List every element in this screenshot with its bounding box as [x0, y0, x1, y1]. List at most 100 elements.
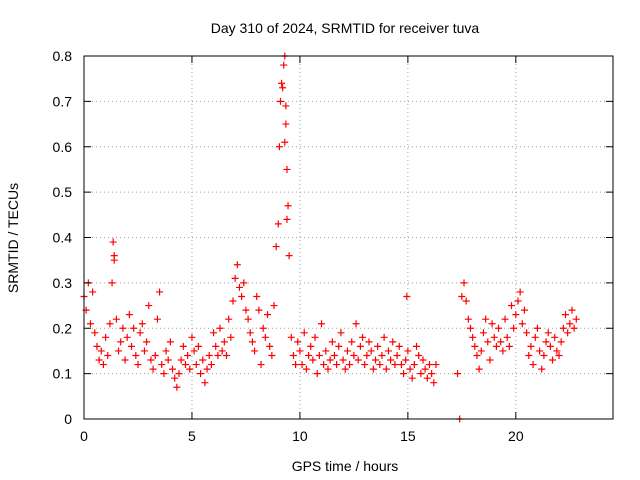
data-point — [282, 102, 290, 110]
data-point — [298, 361, 306, 369]
data-point — [91, 329, 99, 337]
data-point — [356, 342, 364, 350]
data-point — [473, 351, 481, 359]
data-point — [495, 324, 503, 332]
x-tick-label: 15 — [400, 428, 416, 444]
data-point — [212, 342, 220, 350]
data-point — [549, 356, 557, 364]
data-point — [365, 338, 373, 346]
data-point — [551, 333, 559, 341]
data-point — [341, 365, 349, 373]
data-point — [430, 379, 438, 387]
data-point — [108, 279, 116, 287]
data-point — [525, 351, 533, 359]
data-point — [162, 347, 170, 355]
data-point — [128, 342, 136, 350]
data-point — [387, 356, 395, 364]
data-point — [382, 365, 390, 373]
data-point — [542, 338, 550, 346]
data-point — [346, 361, 354, 369]
data-point — [164, 356, 172, 364]
data-point — [223, 351, 231, 359]
chart-title: Day 310 of 2024, SRMTID for receiver tuv… — [211, 20, 480, 36]
data-point — [305, 351, 313, 359]
data-point — [335, 342, 343, 350]
data-point — [173, 383, 181, 391]
data-point — [572, 315, 580, 323]
data-point — [121, 356, 129, 364]
data-point — [115, 347, 123, 355]
data-point — [371, 356, 379, 364]
y-tick-label: 0.3 — [53, 275, 73, 291]
data-point — [205, 351, 213, 359]
data-point — [417, 370, 425, 378]
data-point — [110, 256, 118, 264]
data-point — [413, 342, 421, 350]
data-point — [553, 347, 561, 355]
data-point — [186, 365, 194, 373]
data-point — [192, 361, 200, 369]
data-point — [227, 333, 235, 341]
data-point — [143, 338, 151, 346]
data-point — [197, 370, 205, 378]
data-point — [274, 220, 282, 228]
data-point — [369, 365, 377, 373]
data-point — [559, 324, 567, 332]
data-point — [233, 261, 241, 269]
data-point — [313, 370, 321, 378]
x-tick-label: 20 — [508, 428, 524, 444]
data-point — [490, 333, 498, 341]
data-point — [544, 329, 552, 337]
data-point — [123, 333, 131, 341]
data-point — [175, 370, 183, 378]
data-point — [484, 338, 492, 346]
data-point — [294, 338, 302, 346]
y-tick-label: 0.4 — [53, 230, 73, 246]
x-tick-label: 5 — [188, 428, 196, 444]
data-point — [99, 361, 107, 369]
data-point — [510, 324, 518, 332]
data-point — [380, 333, 388, 341]
data-point — [153, 315, 161, 323]
data-point — [235, 283, 243, 291]
y-tick-label: 0 — [64, 411, 72, 427]
x-axis-label: GPS time / hours — [292, 458, 399, 474]
data-point — [503, 333, 511, 341]
data-point — [497, 338, 505, 346]
data-point — [109, 238, 117, 246]
data-point — [460, 279, 468, 287]
data-point — [402, 356, 410, 364]
data-point — [395, 342, 403, 350]
data-point — [400, 370, 408, 378]
y-tick-label: 0.1 — [53, 366, 73, 382]
grid — [84, 56, 613, 419]
data-point — [140, 347, 148, 355]
data-point — [311, 333, 319, 341]
data-point — [466, 324, 474, 332]
data-point — [282, 120, 290, 128]
data-point — [428, 370, 436, 378]
data-point — [266, 342, 274, 350]
data-point — [272, 243, 280, 251]
data-point — [501, 315, 509, 323]
data-point — [302, 365, 310, 373]
data-point — [419, 356, 427, 364]
data-point — [112, 315, 120, 323]
y-tick-label: 0.7 — [53, 93, 73, 109]
data-point — [125, 311, 133, 319]
data-point — [378, 351, 386, 359]
data-point — [566, 320, 574, 328]
data-point — [194, 342, 202, 350]
data-point — [188, 333, 196, 341]
data-point — [285, 252, 293, 260]
data-point — [512, 311, 520, 319]
data-point — [492, 342, 500, 350]
data-point — [279, 84, 287, 92]
data-point — [406, 365, 414, 373]
y-tick-label: 0.8 — [53, 48, 73, 64]
data-point — [287, 333, 295, 341]
data-point — [246, 329, 254, 337]
data-point — [119, 324, 127, 332]
data-point — [171, 374, 179, 382]
data-point — [210, 329, 218, 337]
